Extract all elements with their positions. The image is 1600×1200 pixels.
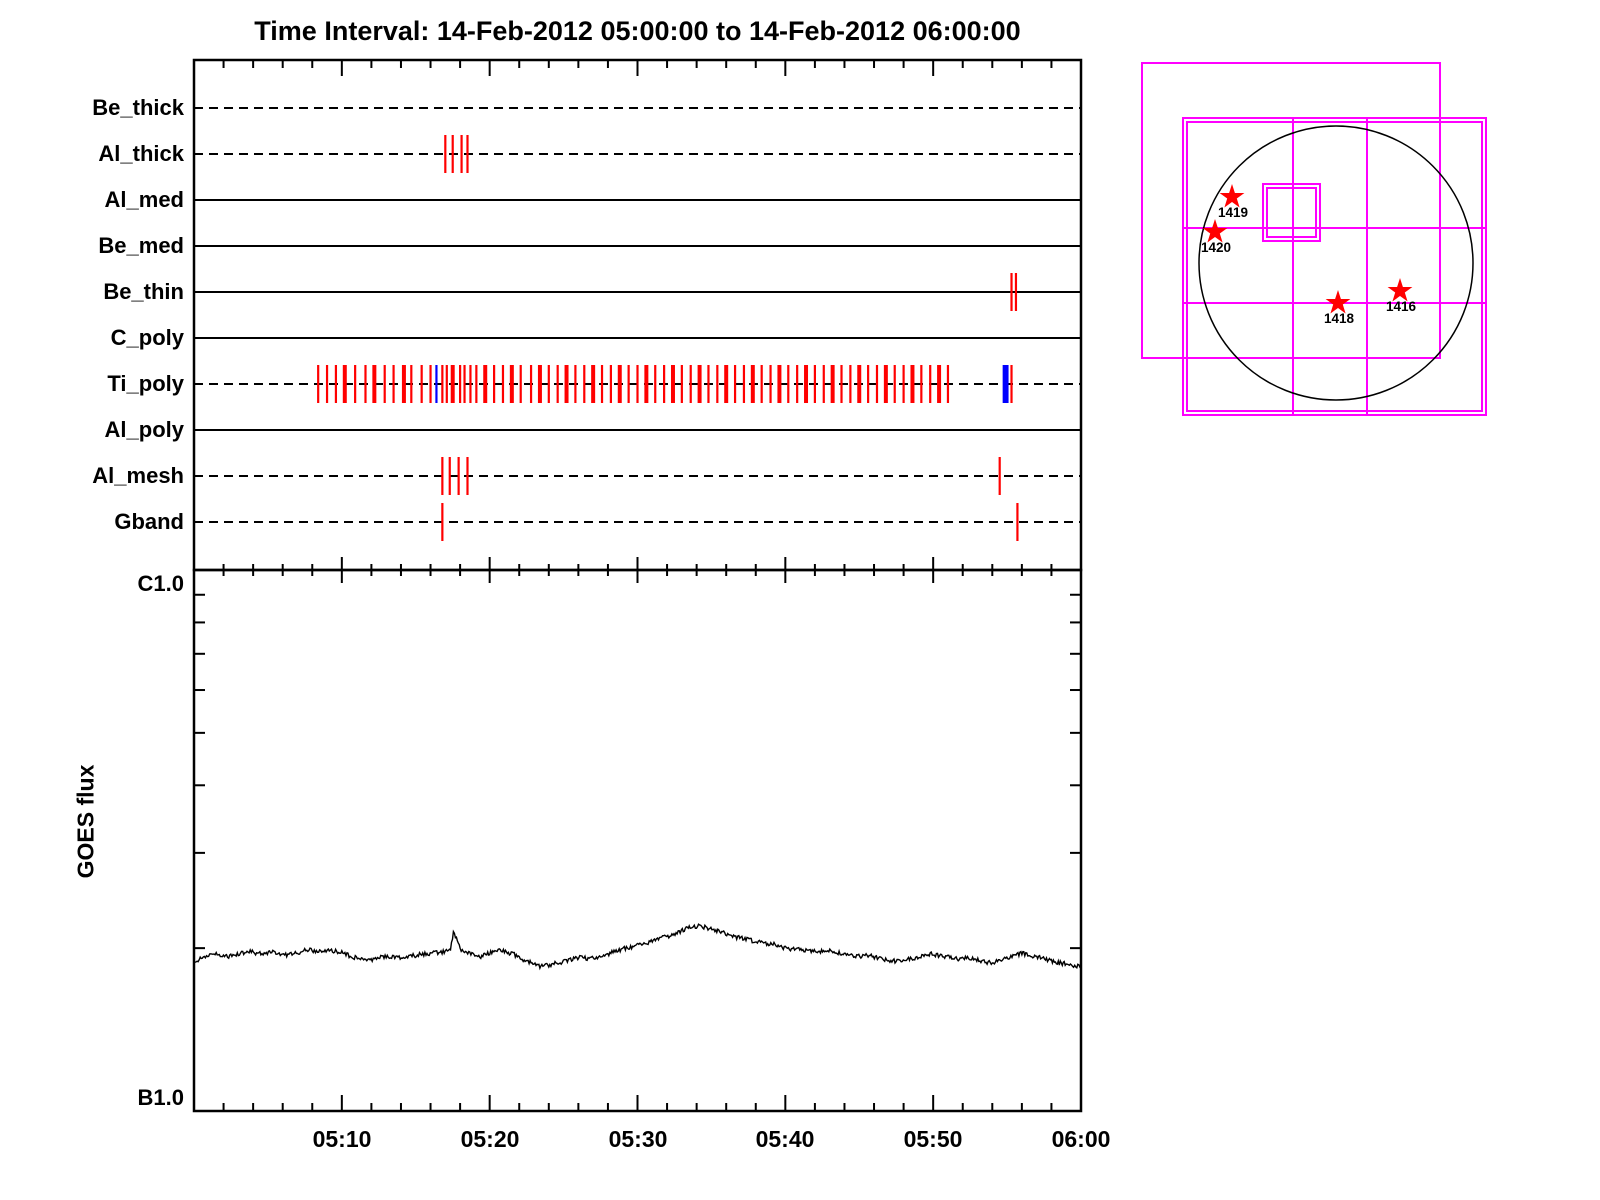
time-label-0550: 05:50 — [903, 1126, 963, 1152]
active-region-label: 1420 — [1201, 240, 1231, 255]
active-region-label: 1418 — [1324, 311, 1355, 326]
goes-flux-curve — [193, 923, 1082, 971]
filter-label-be-med: Be_med — [98, 233, 184, 258]
fov-box-1-inner — [1186, 121, 1483, 412]
goes-ymax-label: C1.0 — [137, 571, 184, 596]
time-axis-ticks — [222, 60, 1053, 1111]
time-label-0540: 05:40 — [755, 1126, 815, 1152]
fov-box-2 — [1262, 183, 1321, 242]
fov-box-0 — [1141, 62, 1441, 359]
solar-disk-inset: 1419 1420 1418 1416 — [1141, 62, 1487, 416]
filter-label-gband: Gband — [114, 509, 184, 534]
active-region-label: 1416 — [1386, 299, 1417, 314]
panel-frames — [192, 58, 1083, 1113]
filter-label-ti-poly: Ti_poly — [107, 371, 184, 396]
time-label-0510: 05:10 — [312, 1126, 372, 1152]
filter-label-al-med: Al_med — [104, 187, 184, 212]
active-region-star-icon — [1325, 290, 1351, 314]
filter-label-al-mesh: Al_mesh — [92, 463, 184, 488]
time-label-0530: 05:30 — [608, 1126, 668, 1152]
fov-box-2-inner — [1266, 187, 1317, 238]
active-region-star-icon — [1219, 184, 1245, 208]
solar-limb-circle — [1198, 125, 1474, 401]
filter-label-be-thin: Be_thin — [103, 279, 184, 304]
goes-flux-minor-ticks — [194, 593, 1081, 950]
active-region-star-icon — [1387, 278, 1413, 302]
filter-label-c-poly: C_poly — [110, 325, 184, 350]
filter-panel-border — [192, 58, 1083, 572]
filter-row-lines — [194, 107, 1081, 523]
time-label-0520: 05:20 — [460, 1126, 520, 1152]
blue-exposure-block — [1002, 365, 1009, 403]
filter-label-al-poly: Al_poly — [104, 417, 184, 442]
filter-label-be-thick: Be_thick — [92, 95, 184, 120]
goes-axis-title: GOES flux — [72, 764, 99, 879]
active-region-star-icon — [1202, 219, 1228, 243]
exposure-ticks — [317, 135, 1019, 541]
goes-panel-border — [192, 568, 1083, 1113]
filter-label-al-thick: Al_thick — [98, 141, 184, 166]
time-label-0600: 06:00 — [1051, 1126, 1111, 1152]
goes-ymin-label: B1.0 — [137, 1085, 184, 1110]
active-region-label: 1419 — [1218, 205, 1248, 220]
plot-title: Time Interval: 14-Feb-2012 05:00:00 to 1… — [254, 16, 1021, 46]
fov-box-1 — [1182, 117, 1487, 416]
